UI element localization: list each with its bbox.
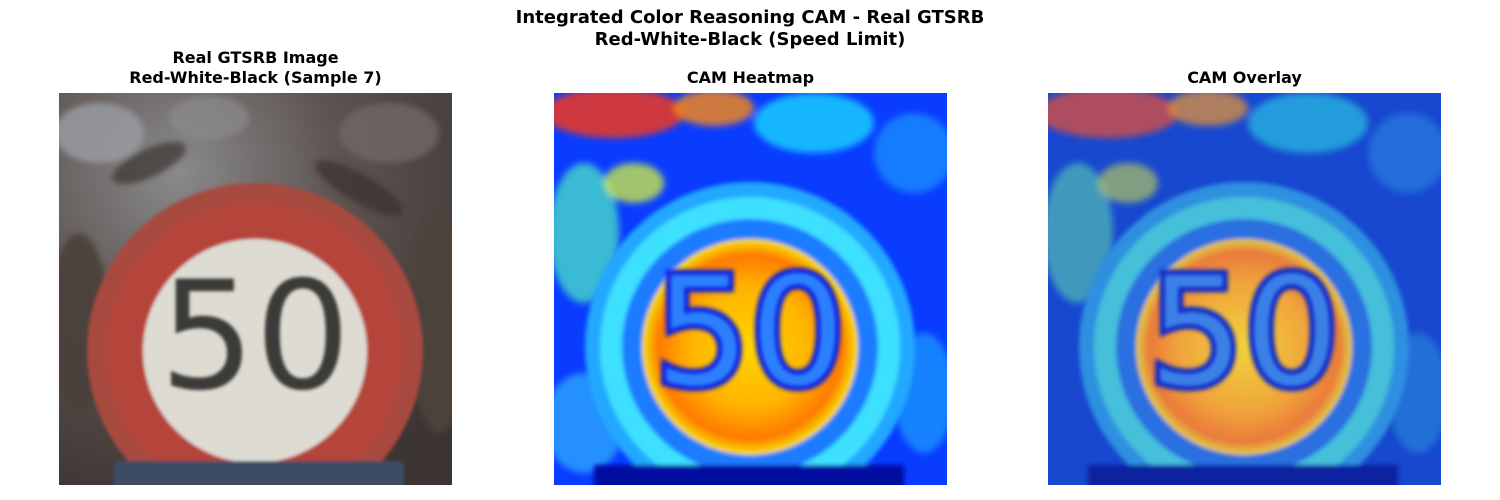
original-image-panel: 50 — [59, 93, 452, 485]
panel-title-heatmap: CAM Heatmap — [554, 68, 947, 88]
sign-number-heatmap: 50 — [655, 246, 846, 420]
sign-number-overlay-fill: 50 — [1149, 246, 1340, 420]
cam-overlay-panel: 50 50 — [1048, 93, 1441, 485]
speed-limit-sign-photo: 50 — [59, 93, 452, 485]
sign-number-photo: 50 — [160, 250, 351, 424]
sign-number-heatmap-fill: 50 — [655, 246, 846, 420]
figure-title-line-1: Integrated Color Reasoning CAM - Real GT… — [515, 7, 985, 28]
cam-heatmap-panel: 50 50 — [554, 93, 947, 485]
sign-number-overlay: 50 — [1149, 246, 1340, 420]
panel-title-overlay: CAM Overlay — [1048, 68, 1441, 88]
panel-title-original-line-1: Real GTSRB Image — [172, 48, 339, 67]
figure-title-line-2: Red-White-Black (Speed Limit) — [594, 29, 906, 50]
cam-overlay-blended: 50 50 — [1048, 93, 1441, 485]
panel-title-original-line-2: Red-White-Black (Sample 7) — [129, 68, 382, 87]
panel-title-overlay-line-1: CAM Overlay — [1187, 68, 1302, 87]
panel-title-original: Real GTSRB Image Red-White-Black (Sample… — [59, 48, 452, 88]
cam-heatmap-jet-colormap: 50 50 — [554, 93, 947, 485]
panel-title-heatmap-line-1: CAM Heatmap — [686, 68, 815, 87]
figure-title: Integrated Color Reasoning CAM - Real GT… — [0, 7, 1500, 51]
